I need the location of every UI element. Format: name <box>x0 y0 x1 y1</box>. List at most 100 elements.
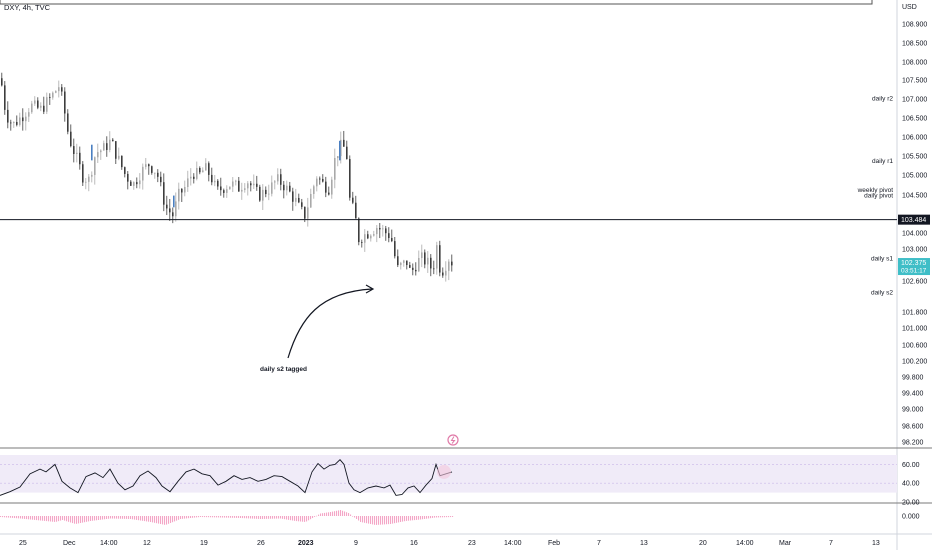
annotation-text[interactable]: daily s2 tagged <box>260 366 307 373</box>
price-tick-label: 100.600 <box>902 343 927 350</box>
macd-bar <box>374 516 376 525</box>
macd-bar <box>426 516 428 519</box>
candle-body <box>259 186 261 201</box>
macd-bar <box>398 516 400 523</box>
macd-bar <box>366 516 368 524</box>
macd-bar <box>274 516 276 519</box>
candle-body <box>76 152 78 154</box>
macd-bar <box>432 516 434 518</box>
candle-body <box>439 245 441 273</box>
macd-bar <box>168 516 170 524</box>
candle-body <box>79 152 81 165</box>
time-tick-label: 7 <box>829 540 833 547</box>
annotation-arrow[interactable] <box>287 288 373 359</box>
candle-body <box>130 181 132 186</box>
rsi-live-highlight <box>437 464 451 479</box>
macd-bar <box>322 513 324 516</box>
candle-body <box>409 265 411 268</box>
macd-bar <box>304 516 306 522</box>
macd-bar <box>130 516 132 519</box>
macd-bar <box>8 516 10 518</box>
macd-bar <box>74 516 76 524</box>
macd-bar <box>310 516 312 520</box>
price-tick-label: 102.600 <box>902 279 927 286</box>
candle-body-highlight <box>91 144 93 161</box>
macd-bar <box>320 513 322 516</box>
candle-body <box>373 234 375 236</box>
macd-bar <box>418 516 420 520</box>
rsi-pane[interactable]: 60.00 40.00 20.00 <box>0 455 920 507</box>
macd-bar <box>194 516 196 518</box>
rsi-tick-label: 20.00 <box>902 500 920 507</box>
candle-body <box>43 105 45 112</box>
macd-bar <box>312 516 314 519</box>
candle-body <box>361 242 363 243</box>
candle-body <box>97 152 99 158</box>
pivot-label: daily r1 <box>872 158 893 165</box>
macd-bar <box>182 516 184 519</box>
candle-body <box>202 170 204 173</box>
macd-bar <box>96 516 98 521</box>
macd-bar <box>442 516 444 518</box>
time-tick-label: Mar <box>779 540 792 547</box>
candle-body <box>124 167 126 174</box>
macd-bar <box>132 516 134 520</box>
macd-bar <box>150 516 152 522</box>
candle-body <box>331 179 333 195</box>
candle-body <box>64 91 66 114</box>
candle-body <box>232 181 234 187</box>
macd-bar <box>276 516 278 519</box>
macd-bar <box>112 516 114 519</box>
candle-body <box>205 163 207 171</box>
time-tick-label: 23 <box>468 540 476 547</box>
macd-bar <box>184 516 186 519</box>
macd-bar <box>390 516 392 524</box>
macd-bar <box>346 512 348 516</box>
candle-body <box>148 164 150 167</box>
candle-body <box>445 270 447 276</box>
last-price-badge <box>898 258 930 276</box>
macd-bar <box>338 510 340 516</box>
candle-body <box>382 228 384 230</box>
price-axis[interactable]: 108.900 108.500 108.000 107.500 107.000 106.5… <box>902 22 927 447</box>
macd-bar <box>378 516 380 525</box>
macd-bar <box>110 516 112 519</box>
last-price-label: 102.375 <box>901 260 926 267</box>
macd-bar <box>134 516 136 520</box>
macd-bar <box>302 516 304 522</box>
macd-tick-label: 0.000 <box>902 514 920 521</box>
macd-bar <box>72 516 74 524</box>
macd-bar <box>250 516 252 519</box>
macd-bar <box>406 516 408 521</box>
macd-bar <box>448 516 450 518</box>
macd-bar <box>452 516 454 517</box>
macd-bar <box>0 516 2 517</box>
macd-bar <box>170 516 172 523</box>
macd-bar <box>428 516 430 519</box>
macd-bar <box>334 511 336 516</box>
macd-bar <box>248 516 250 519</box>
macd-bar <box>64 516 66 521</box>
macd-pane[interactable]: 0.000 <box>0 510 920 525</box>
candle-body <box>28 112 30 117</box>
candle-body <box>166 204 168 209</box>
currency-label: USD <box>902 4 917 11</box>
candle-body <box>10 122 12 124</box>
macd-bar <box>18 516 20 519</box>
macd-bar <box>92 516 94 521</box>
candle-body <box>193 176 195 179</box>
macd-bar <box>296 516 298 522</box>
live-indicator-icon[interactable] <box>447 434 459 446</box>
macd-bar <box>244 516 246 519</box>
candle-body <box>1 78 3 86</box>
macd-bar <box>116 516 118 519</box>
candle-body <box>370 235 372 239</box>
time-tick-label: 13 <box>872 540 880 547</box>
time-axis[interactable]: 25 Dec 14:00 12 19 26 2023 9 16 23 14:00 Feb 7 13 20 14… <box>19 540 880 547</box>
time-tick-label: 13 <box>640 540 648 547</box>
macd-bar <box>300 516 302 522</box>
macd-bar <box>386 516 388 525</box>
candle-body <box>22 117 24 122</box>
candle-body <box>172 212 174 217</box>
